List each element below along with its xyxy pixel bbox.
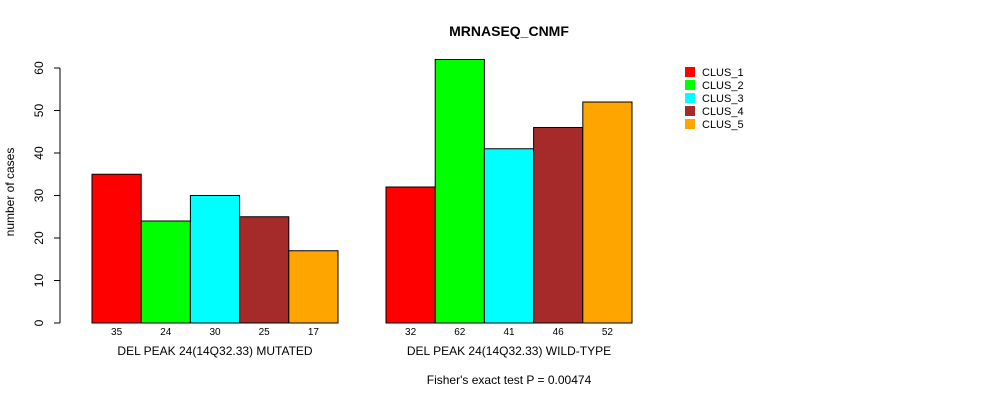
legend-label: CLUS_4 — [702, 106, 744, 118]
bar-count-label: 17 — [308, 327, 320, 338]
bar-clus_4-wild-type — [533, 127, 584, 324]
legend-swatch — [685, 80, 695, 90]
bar-count-label: 52 — [602, 327, 614, 338]
bar-count-label: 41 — [503, 327, 515, 338]
y-axis: 0 10 20 30 40 50 60 — [32, 61, 61, 326]
bar-clus_3-mutated — [189, 195, 241, 324]
fisher-test-annotation: Fisher's exact test P = 0.00474 — [427, 373, 592, 387]
legend-label: CLUS_3 — [702, 93, 744, 105]
legend-label: CLUS_1 — [702, 67, 744, 79]
bar-count-label: 25 — [259, 327, 271, 338]
bar-count-label: 46 — [553, 327, 565, 338]
bar-clus_5-wild-type — [582, 101, 633, 324]
bars-group: 35 24 30 25 17 DEL PEAK 24(14Q32.33) MUTATED 3… — [91, 59, 633, 358]
y-axis-label: number of cases — [3, 148, 17, 237]
bar-count-label: 24 — [160, 327, 172, 338]
category-label-wild-type: DEL PEAK 24(14Q32.33) WILD-TYPE — [407, 344, 611, 358]
legend-label: CLUS_2 — [702, 80, 744, 92]
bar-clus_4-mutated — [239, 216, 290, 324]
legend-swatch — [685, 67, 695, 77]
category-label-mutated: DEL PEAK 24(14Q32.33) MUTATED — [117, 344, 313, 358]
legend-swatch — [685, 119, 695, 129]
legend-label: CLUS_5 — [702, 119, 744, 131]
bar-clus_2-wild-type — [434, 59, 485, 324]
y-tick-label: 60 — [32, 61, 46, 75]
bar-count-label: 62 — [454, 327, 466, 338]
bar-clus_1-mutated — [91, 173, 142, 324]
y-tick-label: 50 — [32, 104, 46, 118]
chart-title: MRNASEQ_CNMF — [449, 23, 569, 39]
y-tick-label: 40 — [32, 146, 46, 160]
y-tick-label: 20 — [32, 231, 46, 245]
bar-clus_5-mutated — [288, 250, 339, 324]
bar-clus_2-mutated — [140, 220, 191, 324]
y-tick-label: 30 — [32, 189, 46, 203]
bar-clus_3-wild-type — [483, 148, 535, 324]
bar-count-label: 32 — [405, 327, 417, 338]
bar-clus_1-wild-type — [385, 186, 436, 324]
bar-count-label: 35 — [111, 327, 123, 338]
y-tick-label: 0 — [32, 319, 46, 326]
y-tick-label: 10 — [32, 274, 46, 288]
legend-swatch — [685, 93, 695, 103]
bar-count-label: 30 — [209, 327, 221, 338]
legend-swatch — [685, 106, 695, 116]
